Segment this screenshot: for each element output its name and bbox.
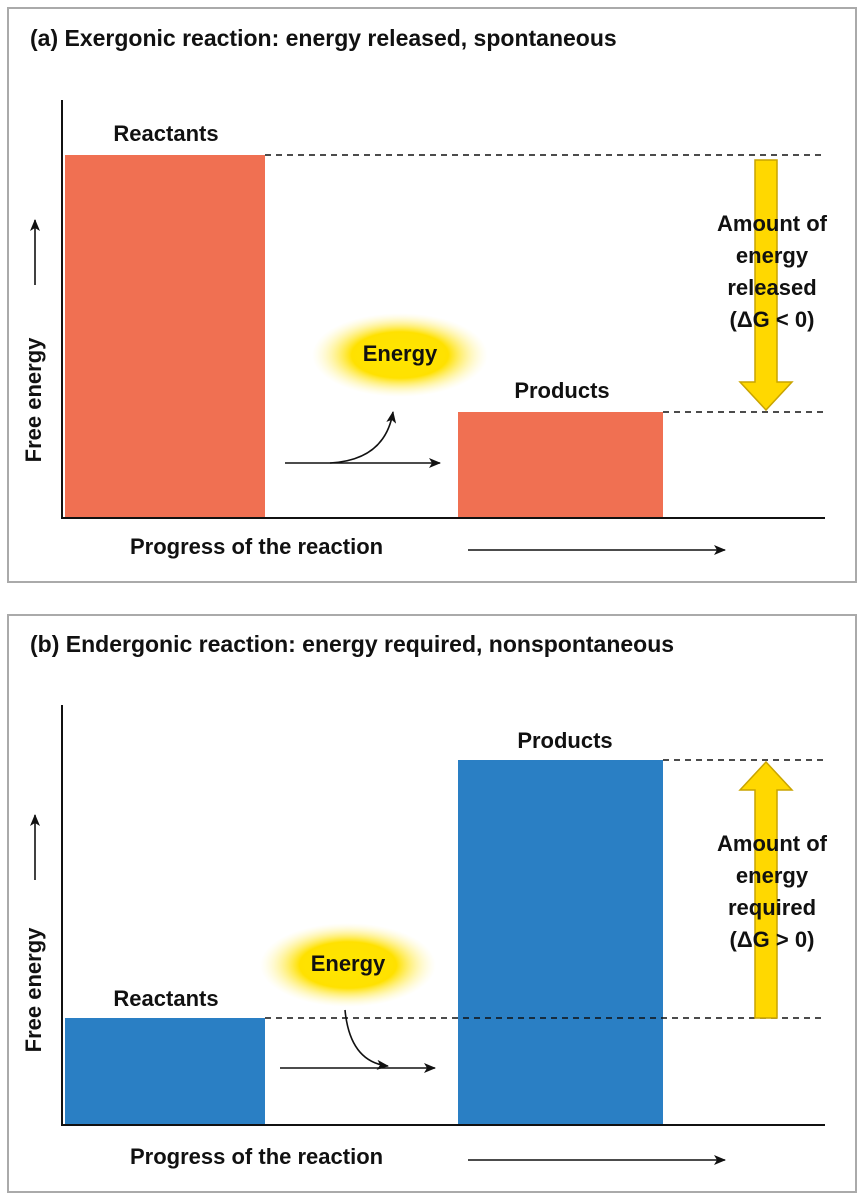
energy-label: Energy	[311, 951, 386, 976]
energy-glow	[260, 923, 436, 1007]
reactants-label: Reactants	[113, 986, 218, 1011]
panel-title: (b) Endergonic reaction: energy required…	[30, 631, 674, 657]
annotation-line: energy	[736, 243, 809, 268]
annotation-line: Amount of	[717, 831, 828, 856]
energy-arrow	[738, 760, 794, 1019]
annotation-line: (ΔG < 0)	[730, 307, 815, 332]
panel-title: (a) Exergonic reaction: energy released,…	[30, 25, 617, 51]
products-label: Products	[517, 728, 612, 753]
panel-b: (b) Endergonic reaction: energy required…	[7, 614, 857, 1193]
energy-glow	[312, 313, 488, 397]
y-axis-label: Free energy	[21, 927, 46, 1052]
annotation-line: required	[728, 895, 816, 920]
products-label: Products	[514, 378, 609, 403]
annotation-line: energy	[736, 863, 809, 888]
reactants-bar	[65, 1018, 265, 1125]
release-arrow	[329, 411, 397, 464]
products-bar	[458, 760, 663, 1125]
annotation-line: (ΔG > 0)	[730, 927, 815, 952]
energy-label: Energy	[363, 341, 438, 366]
x-axis-label: Progress of the reaction	[130, 534, 383, 559]
products-bar	[458, 412, 663, 518]
reactants-bar	[65, 155, 265, 518]
annotation-line: released	[727, 275, 816, 300]
reactants-label: Reactants	[113, 121, 218, 146]
axes	[61, 705, 825, 1126]
annotation-line: Amount of	[717, 211, 828, 236]
x-axis-label: Progress of the reaction	[130, 1144, 383, 1169]
energy-arrow	[738, 159, 794, 412]
input-arrow	[344, 1009, 389, 1070]
axes	[61, 100, 825, 519]
panel-a: (a) Exergonic reaction: energy released,…	[7, 7, 857, 583]
y-axis-label: Free energy	[21, 337, 46, 462]
